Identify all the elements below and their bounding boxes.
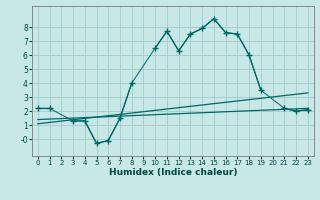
X-axis label: Humidex (Indice chaleur): Humidex (Indice chaleur)	[108, 168, 237, 177]
